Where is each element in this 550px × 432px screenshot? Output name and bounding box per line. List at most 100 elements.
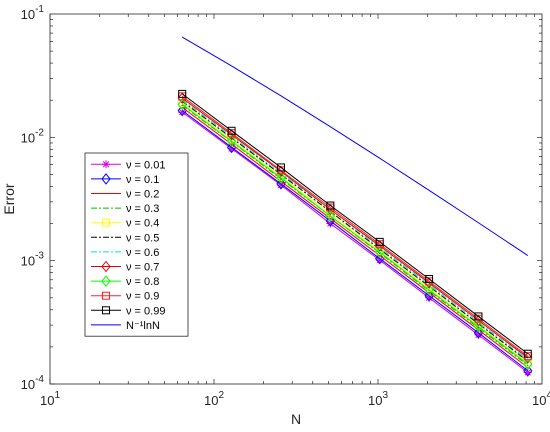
data-point-diamond — [325, 210, 335, 222]
data-point-asterisk-stroke — [524, 369, 531, 376]
series-line — [181, 97, 529, 359]
legend-marker — [102, 160, 110, 169]
legend-item: ν = 0.7 — [91, 260, 159, 274]
legend-item: ν = 0.2 — [91, 189, 159, 201]
data-point-diamond — [424, 284, 434, 296]
legend-item: ν = 0.6 — [91, 247, 159, 259]
y-axis-label: Error — [1, 183, 17, 214]
data-point-diamond — [523, 352, 533, 364]
data-point-diamond — [375, 246, 385, 259]
x-tick-label-exponent: 4 — [546, 390, 550, 401]
y-tick-label-exponent: -3 — [35, 251, 44, 262]
series-line — [181, 110, 529, 372]
legend-marker — [102, 306, 110, 315]
x-tick-label: 102 — [204, 390, 224, 408]
data-point-square — [276, 163, 285, 172]
data-point-diamond — [325, 215, 335, 227]
data-point-diamond — [523, 358, 533, 370]
data-point-diamond — [226, 135, 237, 148]
data-point-asterisk-stroke — [327, 220, 334, 227]
data-point-square — [523, 349, 532, 358]
data-point-square — [474, 312, 483, 321]
data-point-asterisk-stroke — [475, 331, 482, 339]
legend-label: ν = 0.1 — [126, 174, 159, 186]
series-10 — [178, 89, 532, 358]
series-3 — [181, 104, 529, 366]
series-0 — [178, 108, 532, 377]
legend: ν = 0.01 ν = 0.1 ν = 0.2 ν = 0.3 ν = 0.4 ν = … — [84, 152, 189, 337]
legend-item: ν = 0.3 — [91, 203, 159, 215]
data-point-square — [178, 89, 187, 98]
x-tick-label-exponent: 1 — [54, 390, 60, 401]
series-line — [181, 102, 529, 364]
series-line — [181, 111, 529, 373]
data-point-diamond — [276, 177, 286, 190]
series-line — [181, 99, 529, 360]
legend-label: ν = 0.6 — [126, 247, 159, 259]
series-8 — [177, 98, 533, 370]
data-point-diamond — [375, 252, 385, 265]
legend-item: ν = 0.1 — [91, 173, 159, 186]
x-tick-label: 101 — [40, 390, 60, 408]
y-tick-label-base: 10 — [21, 130, 35, 145]
y-tick-label-base: 10 — [21, 377, 35, 392]
data-point-diamond — [276, 171, 286, 184]
legend-marker — [101, 173, 111, 185]
x-tick-label-exponent: 3 — [382, 390, 388, 401]
legend-label: ν = 0.01 — [126, 159, 165, 171]
y-tick-label-exponent: -1 — [35, 4, 44, 15]
x-tick-label-base: 10 — [532, 393, 546, 408]
data-point-square — [425, 275, 434, 284]
y-tick-label: 10-2 — [21, 127, 45, 145]
y-tick-label: 10-1 — [21, 4, 45, 22]
legend-label: ν = 0.4 — [126, 218, 159, 230]
legend-item: N⁻¹lnN — [91, 320, 160, 332]
legend-label: ν = 0.9 — [126, 291, 159, 303]
y-tick-label: 10-3 — [21, 251, 45, 269]
x-tick-label-base: 10 — [40, 393, 54, 408]
legend-label: ν = 0.5 — [126, 232, 159, 244]
series-line — [181, 103, 529, 365]
x-tick-label: 104 — [532, 390, 550, 408]
series-11 — [181, 36, 529, 256]
series-line — [181, 106, 529, 368]
series-line — [181, 100, 529, 362]
legend-item: ν = 0.99 — [91, 305, 165, 317]
y-tick-label-base: 10 — [21, 7, 35, 22]
x-tick-label: 103 — [368, 390, 388, 408]
data-point-square — [227, 126, 236, 135]
data-point-diamond — [177, 98, 187, 111]
legend-item: ν = 0.4 — [91, 218, 159, 230]
data-point-asterisk-stroke — [425, 294, 433, 301]
series-5 — [181, 100, 529, 362]
legend-label: ν = 0.99 — [126, 305, 165, 317]
legend-marker — [102, 291, 110, 300]
legend-marker — [101, 260, 111, 273]
x-tick-label-exponent: 2 — [218, 390, 224, 401]
x-tick-label-base: 10 — [368, 393, 382, 408]
legend-label: ν = 0.7 — [126, 262, 159, 274]
data-point-diamond — [473, 327, 484, 339]
series-line — [181, 36, 529, 256]
data-point-square — [326, 201, 335, 210]
series-6 — [181, 99, 529, 360]
y-tick-label-exponent: -4 — [35, 374, 44, 385]
legend-label: ν = 0.8 — [126, 276, 159, 288]
data-point-diamond — [523, 364, 533, 377]
y-tick-label-exponent: -2 — [35, 127, 44, 138]
legend-item: ν = 0.8 — [91, 275, 159, 288]
series-line — [181, 93, 529, 355]
legend-marker-stroke — [102, 161, 110, 168]
series-2 — [181, 106, 529, 368]
data-point-diamond — [424, 289, 434, 302]
x-tick-label-base: 10 — [204, 393, 218, 408]
y-tick-label: 10-4 — [21, 374, 45, 392]
legend-label: ν = 0.2 — [126, 189, 159, 201]
legend-box — [84, 152, 189, 337]
series-1 — [177, 104, 533, 377]
data-point-diamond — [473, 320, 484, 333]
series-line — [181, 104, 529, 366]
y-tick-label-base: 10 — [21, 254, 35, 269]
